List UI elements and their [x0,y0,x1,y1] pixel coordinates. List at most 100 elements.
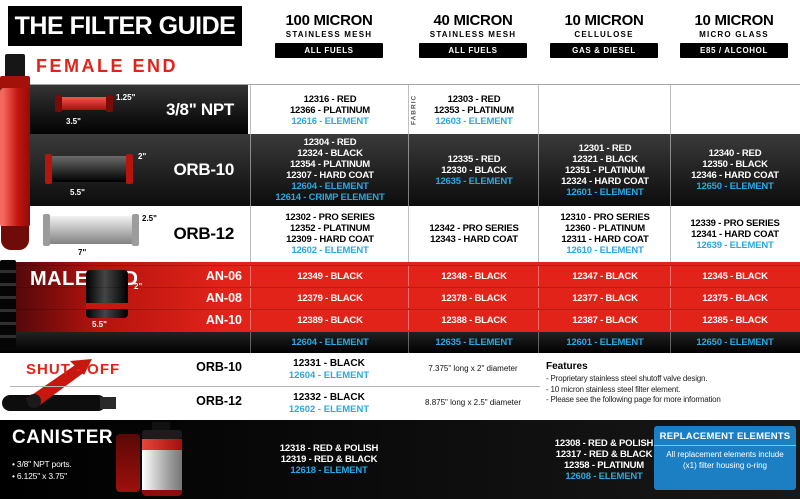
part-number: 12639 - ELEMENT [696,239,774,251]
red-inline-filter-photo [0,54,34,254]
canister-lid-shape [142,430,182,439]
npt-filter-photo [55,95,113,112]
cell-an08-cellulose: 12377 - BLACK [538,288,671,308]
column-title: 10 MICRON [694,12,774,29]
features-title: Features [546,361,588,372]
part-number: 12635 - ELEMENT [435,337,513,348]
canister-band-shape [142,439,182,450]
part-number: 12311 - HARD COAT [561,234,649,245]
cell-npt-40micron: 12303 - RED 12353 - PLATINUM 12603 - ELEME… [408,85,539,135]
page-title-text: THE FILTER GUIDE [14,11,236,40]
part-number: 12301 - RED [578,142,632,154]
cell-an08-microglass: 12375 - BLACK [670,288,799,308]
column-subtitle: MICRO GLASS [699,30,769,39]
shutoff-heading: SHUT - OFF [26,361,121,378]
length-dimension: 3.5" [66,117,81,126]
cell-element-40micron: 12635 - ELEMENT [408,332,539,353]
part-number: 12604 - ELEMENT [291,337,369,348]
part-number: 12601 - ELEMENT [566,186,644,198]
part-number: 12340 - RED [708,148,762,159]
size-note: 8.875" long x 2.5" diameter [425,398,521,407]
feature-item: - Proprietary stainless steel shutoff va… [546,374,708,383]
cell-an06-microglass: 12345 - BLACK [670,266,799,286]
part-number: 12352 - PLATINUM [289,223,371,234]
row-label-band: 2.5" 7" ORB-12 [0,206,248,262]
part-number: 12330 - BLACK [441,164,507,176]
canister-foot-shape [142,490,182,496]
male-row-an10: AN-10 12389 - BLACK 12388 - BLACK 12387 … [0,309,800,330]
part-number: 12332 - BLACK [293,392,365,403]
canister-heading: CANISTER [12,427,114,448]
replacement-elements-box: REPLACEMENT ELEMENTS All replacement ele… [654,426,796,490]
cell-orb10-100micron: 12304 - RED 12324 - BLACK 12354 - PLATINUM… [250,134,409,206]
shutoff-section: SHUT - OFF ORB-10 12331 - BLACK 12604 - … [0,353,800,420]
part-number: 12366 - PLATINUM [289,104,371,116]
female-end-heading: FEMALE END [36,56,178,76]
column-title: 40 MICRON [433,12,513,29]
filter-fitting-shape [5,54,25,80]
part-number: 12358 - PLATINUM [563,459,645,471]
part-number: 12342 - PRO SERIES [429,223,519,234]
part-number: 12348 - BLACK [441,270,507,282]
part-number: 12601 - ELEMENT [566,337,644,348]
cell-an08-100micron: 12379 - BLACK [250,288,409,308]
part-number: 12608 - ELEMENT [565,470,643,482]
cell-npt-cellulose [538,85,671,135]
part-number: 12385 - BLACK [702,314,768,326]
male-row-an06: AN-06 12349 - BLACK 12348 - BLACK 12347 … [0,265,800,286]
cell-an06-40micron: 12348 - BLACK [408,266,539,286]
cell-npt-microglass [670,85,799,135]
cell-element-cellulose: 12601 - ELEMENT [538,332,671,353]
bullet-item: • 6.125" x 3.75" [12,471,67,481]
part-number: 12389 - BLACK [297,314,363,326]
diameter-dimension: 2" [134,282,143,291]
column-title: 10 MICRON [564,12,644,29]
fuel-badge: E85 / ALCOHOL [680,43,788,58]
features-list: - Proprietary stainless steel shutoff va… [546,374,796,406]
column-header-100-micron: 100 MICRON STAINLESS MESH ALL FUELS [250,12,408,58]
row-label: AN-10 [205,313,242,327]
part-number: 12302 - PRO SERIES [285,212,375,223]
part-number: 12335 - RED [447,153,501,165]
part-number: 12353 - PLATINUM [433,104,515,116]
part-number: 12610 - ELEMENT [566,245,644,256]
part-number: 12360 - PLATINUM [564,223,646,234]
part-number: 12375 - BLACK [702,292,768,304]
canister-port-shape [152,422,170,432]
part-number: 12350 - BLACK [702,159,768,170]
cell-orb12-cellulose: 12310 - PRO SERIES 12360 - PLATINUM 12311 … [538,206,671,262]
canister-body-shape [142,450,182,490]
male-row-an08: AN-08 12379 - BLACK 12378 - BLACK 12377 … [0,287,800,308]
diameter-dimension: 1.25" [116,93,136,102]
column-subtitle: STAINLESS MESH [285,30,373,39]
column-header-10-micron-microglass: 10 MICRON MICRO GLASS E85 / ALCOHOL [670,12,798,58]
row-label-band: 2" 5.5" ORB-10 [0,134,248,206]
bullet-item: • 3/8" NPT ports. [12,459,72,469]
cell-orb10-cellulose: 12301 - RED 12321 - BLACK 12351 - PLATINUM… [538,134,671,206]
cell-element-100micron: 12604 - ELEMENT [250,332,409,353]
cell-an10-40micron: 12388 - BLACK [408,310,539,330]
feature-item: - 10 micron stainless steel filter eleme… [546,384,681,394]
part-number: 12346 - HARD COAT [691,170,779,181]
black-an-fitting-photo [0,260,16,348]
part-number: 12308 - RED & POLISH [554,437,654,449]
filter-body-shape [0,88,30,228]
column-title: 100 MICRON [285,12,373,29]
part-number: 12307 - HARD COAT [286,170,374,181]
row-orb-12: 2.5" 7" ORB-12 12302 - PRO SERIES 12352 -… [0,206,800,263]
fuel-badge: GAS & DIESEL [550,43,658,58]
row-label: 3/8" NPT [165,100,234,119]
male-end-section: MALE END 2" 5.5" AN-06 12349 - BLACK 123… [0,262,800,332]
cell-orb12-100micron: 12302 - PRO SERIES 12352 - PLATINUM 12309 … [250,206,409,262]
cell-an08-40micron: 12378 - BLACK [408,288,539,308]
part-number: 12304 - RED [303,137,357,148]
fuel-badge: ALL FUELS [419,43,527,58]
part-number: 12635 - ELEMENT [435,175,513,187]
orb10-filter-photo [45,154,133,184]
part-number: 12343 - HARD COAT [430,234,518,245]
part-number: 12378 - BLACK [441,292,507,304]
cell-an10-cellulose: 12387 - BLACK [538,310,671,330]
part-number: 12321 - BLACK [572,153,638,165]
part-number: 12349 - BLACK [297,270,363,282]
part-number: 12310 - PRO SERIES [560,212,650,223]
